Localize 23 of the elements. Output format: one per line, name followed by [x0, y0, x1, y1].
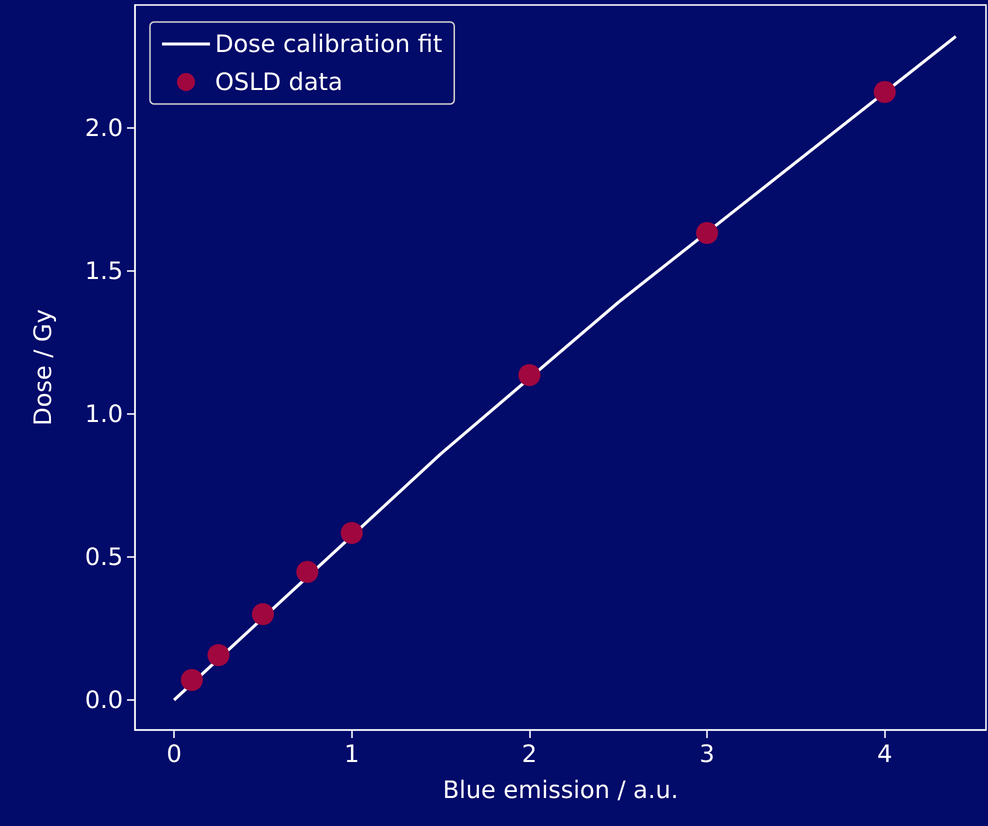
legend-label: OSLD data	[215, 68, 343, 96]
x-tick-label: 1	[344, 740, 360, 768]
point	[518, 364, 540, 386]
point	[340, 522, 363, 544]
y-tick-label: 2.0	[84, 114, 123, 142]
x-tick-label: 3	[699, 740, 715, 768]
point	[208, 644, 230, 666]
x-tick-label: 4	[877, 740, 892, 768]
legend-label: Dose calibration fit	[215, 30, 442, 58]
point	[874, 80, 896, 103]
line-series	[172, 34, 958, 702]
x-tick-label: 0	[166, 740, 182, 768]
y-tick-label: 1.5	[84, 256, 123, 285]
x-axis-title: Blue emission / a.u.	[442, 776, 678, 804]
point	[180, 668, 203, 691]
y-axis-title: Dose / Gy	[29, 309, 57, 426]
y-tick-label: 0.5	[84, 542, 123, 571]
point	[696, 222, 718, 244]
x-tick-label: 2	[522, 740, 538, 768]
point	[296, 560, 318, 583]
y-tick-label: 1.0	[84, 400, 123, 428]
y-tick-label: 0.0	[84, 686, 123, 714]
point	[252, 603, 274, 626]
